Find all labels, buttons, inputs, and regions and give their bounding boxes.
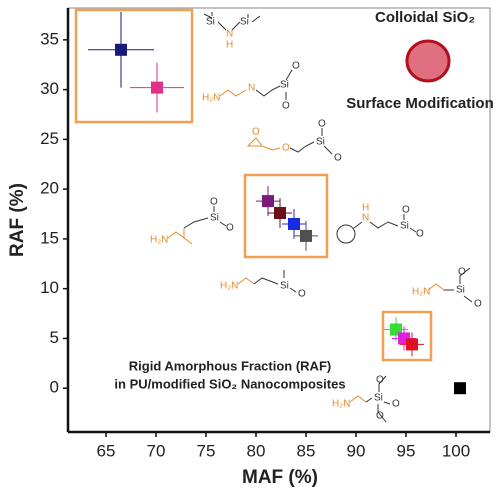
x-tick-label: 75 [197,441,216,460]
chem-label: O [282,101,290,112]
chem-label: O [282,143,290,154]
bond [255,69,293,100]
chem-label: O [416,229,424,240]
point [151,81,163,94]
chem-label: H₂N [332,399,350,410]
chem-label: O [226,223,234,234]
x-tick-label: 100 [442,441,470,460]
group-box [243,173,329,259]
annotation: Surface Modification [346,95,494,112]
bond [219,89,247,97]
chem-label: H₂N [220,281,238,292]
chem-label: N [226,29,233,40]
x-axis-title: MAF (%) [242,467,318,488]
chem-label: O [474,299,482,310]
bond [246,137,281,151]
chem-label: O [318,119,326,130]
y-tick-label: 15 [40,228,59,247]
point [115,43,127,56]
x-tick-label: 65 [97,441,116,460]
chem-label: N [362,213,369,224]
chem-label: Si [240,17,249,28]
annotation: in PU/modified SiO₂ Nanocomposites [114,376,345,391]
y-tick-label: 20 [40,179,59,198]
point [454,382,466,395]
structure: O O Si O O [246,119,342,164]
chem-label: O [458,267,466,278]
y-tick-label: 30 [40,79,59,98]
chem-label: H₂N [202,93,220,104]
chem-label: O [376,375,384,386]
chem-label: Si [456,285,465,296]
annotation: Colloidal SiO₂ [375,9,475,26]
annotation: Rigid Amorphous Fraction (RAF) [129,358,331,373]
group-box [381,310,433,362]
chem-label: O [210,197,218,208]
point [300,229,312,242]
y-tick-label: 25 [40,129,59,148]
group-box [74,8,194,124]
x-tick-label: 70 [147,441,166,460]
structure: H₂N Si O O [412,267,482,310]
x-tick-label: 85 [297,441,316,460]
y-axis-title: RAF (%) [7,183,28,257]
chem-label: H [362,203,369,214]
chem-label: O [334,153,342,164]
structure: H₂N Si O O O [332,375,400,423]
y-tick-label: 35 [40,29,59,48]
chem-label: H [226,40,233,51]
chem-label: O [298,289,306,300]
bond [167,228,193,245]
x-tick-label: 90 [347,441,366,460]
structure: Si N Si H [203,12,261,51]
particle-icon [405,39,451,83]
chem-label: O [292,61,300,72]
bond [183,206,227,229]
structure: H₂N Si O O [150,197,234,246]
structure: N H Si O O [336,203,424,244]
bond [365,375,391,423]
chem-label: Si [400,221,409,232]
bond [444,267,473,303]
ring [336,224,356,244]
x-tick-label: 95 [397,441,416,460]
chem-label: Si [280,80,289,91]
point [274,207,286,220]
structure: H₂N N Si O O [202,61,300,112]
point [288,217,300,230]
chem-label: H₂N [150,235,168,246]
chem-label: N [248,83,255,94]
bond [349,395,367,403]
chem-label: O [252,127,260,138]
bond [237,277,255,285]
point [262,195,274,208]
bond [427,283,445,291]
y-tick-label: 0 [50,378,59,397]
chem-label: O [376,411,384,422]
y-tick-label: 5 [50,328,59,347]
chem-label: Si [316,137,325,148]
bond [289,128,333,155]
bond [253,270,297,293]
chem-label: Si [210,213,219,224]
bond [353,214,417,233]
chem-label: O [402,205,410,216]
chem-label: O [392,399,400,410]
x-tick-label: 80 [247,441,266,460]
chem-label: Si [280,281,289,292]
chem-label: Si [374,393,383,404]
structure: H₂N Si O [220,270,306,300]
chem-label: H₂N [412,287,430,298]
chem-label: Si [206,17,215,28]
y-tick-label: 10 [40,278,59,297]
bond [203,12,261,31]
point [406,338,418,351]
